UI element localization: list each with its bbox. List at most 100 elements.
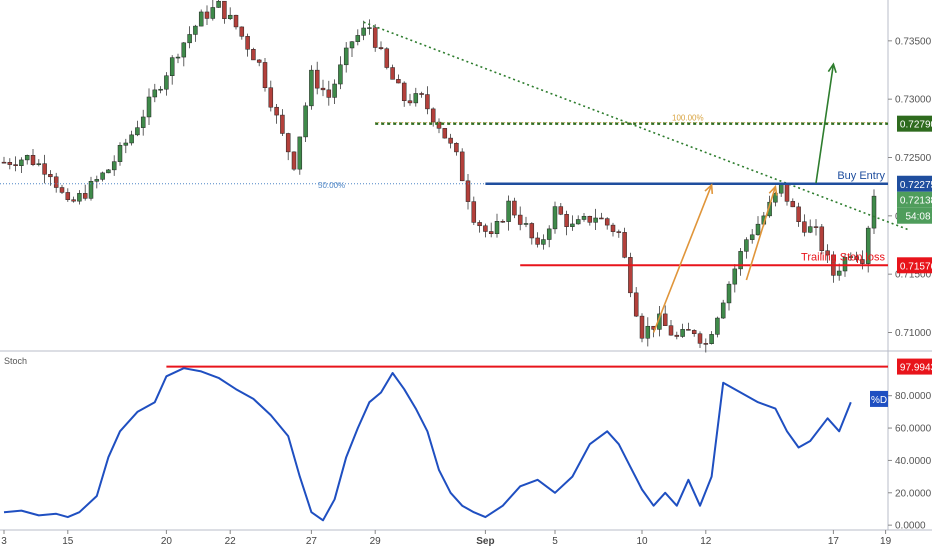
- candle-body: [506, 200, 511, 222]
- candle-body: [140, 116, 146, 128]
- projection-arrow-1: [652, 183, 714, 333]
- stoch-d-line: [3, 367, 852, 522]
- candle-body: [807, 226, 813, 233]
- time-tick-label: 10: [636, 536, 648, 547]
- candle-body: [111, 161, 117, 171]
- time-axis: 3 15 20 22 27 29 Sep 5 10 12 17 19: [1, 530, 892, 547]
- candle-body: [401, 82, 407, 101]
- candle-body: [135, 127, 140, 136]
- projection-arrow-2-shaft: [745, 186, 777, 281]
- candle-body: [546, 228, 552, 240]
- candle-body: [767, 201, 772, 217]
- stoch-legend-text: %D: [871, 395, 887, 406]
- candle-body: [65, 192, 71, 200]
- candle-body: [309, 69, 314, 107]
- candle-body: [169, 57, 175, 76]
- candle-body: [842, 257, 848, 272]
- time-tick-label: 17: [828, 536, 840, 547]
- fib-50-label: 50.00%: [318, 181, 345, 190]
- current-price-tag: 0.72138: [897, 191, 932, 208]
- time-tick-label: 12: [700, 536, 712, 547]
- stoch-legend-tag: %D: [870, 390, 888, 407]
- trailing-stop-price-tag-text: 0.71576: [900, 261, 932, 272]
- candle-body: [100, 172, 105, 180]
- candle-body: [500, 221, 506, 223]
- candle-body: [633, 292, 639, 317]
- candle-body: [825, 250, 830, 256]
- candle-body: [233, 14, 239, 28]
- candle-body: [697, 333, 703, 344]
- candle-body: [117, 145, 123, 162]
- target-arrow-shaft: [815, 64, 835, 184]
- candle-body: [790, 201, 796, 208]
- target-arrow: [815, 62, 837, 184]
- candle-body: [860, 259, 865, 264]
- candle-body: [164, 75, 169, 90]
- candle-body: [285, 133, 291, 153]
- price-y-tick-label: 0.72500: [895, 153, 932, 164]
- buy-entry-price-tag-text: 0.72275: [900, 180, 932, 191]
- trailing-stop-price-tag: 0.71576: [897, 257, 932, 274]
- candle-body: [604, 218, 610, 226]
- stoch-y-tick-label: 20.0000: [895, 488, 932, 499]
- candle-body: [871, 195, 877, 229]
- candle-body: [454, 142, 459, 153]
- time-tick-label: 15: [62, 536, 74, 547]
- candle-body: [210, 7, 216, 19]
- time-tick-label: 22: [225, 536, 237, 547]
- candle-body: [349, 41, 355, 49]
- candle-body: [477, 222, 482, 227]
- candle-body: [442, 128, 448, 139]
- candle-body: [773, 192, 778, 203]
- take-profit-price-tag-bg: [897, 115, 932, 132]
- countdown-tag-text: 54:08: [905, 212, 930, 223]
- time-tick-label: 5: [552, 536, 558, 547]
- candle-body: [36, 163, 42, 165]
- candle-body: [628, 257, 633, 294]
- candle-body: [465, 180, 471, 202]
- candles: [1, 0, 877, 353]
- candle-body: [587, 215, 593, 223]
- candle-body: [146, 96, 152, 118]
- candle-body: [106, 169, 111, 174]
- candle-body: [181, 42, 187, 58]
- price-y-tick-label: 0.73500: [895, 36, 932, 47]
- candle-body: [552, 206, 558, 230]
- candle-body: [268, 87, 274, 108]
- stoch-y-axis: 0.0000 20.0000 40.0000 60.0000 80.0000: [888, 391, 932, 532]
- projection-arrow-2-head: [768, 184, 778, 196]
- candle-body: [291, 151, 297, 170]
- candle-body: [662, 313, 668, 326]
- candle-body: [227, 14, 233, 19]
- candle-body: [158, 88, 163, 91]
- candle-body: [599, 217, 604, 220]
- projection-arrow-2: [745, 184, 778, 281]
- candle-body: [529, 223, 535, 239]
- candle-body: [123, 142, 129, 146]
- candle-body: [378, 47, 384, 49]
- candle-body: [94, 179, 100, 182]
- candle-body: [645, 325, 651, 339]
- candle-body: [314, 69, 320, 89]
- candle-body: [372, 27, 378, 48]
- candle-body: [384, 48, 390, 68]
- candle-body: [82, 193, 88, 199]
- candle-body: [680, 329, 685, 337]
- candle-body: [187, 34, 192, 44]
- candle-body: [19, 159, 24, 166]
- candle-body: [517, 214, 523, 225]
- candle-body: [755, 223, 761, 236]
- stoch-y-tick-label: 60.0000: [895, 424, 932, 435]
- candle-body: [326, 89, 332, 98]
- target-arrow-head: [827, 62, 837, 73]
- projection-arrow-1-shaft: [652, 184, 713, 333]
- candle-body: [175, 56, 181, 59]
- candle-body: [564, 214, 569, 227]
- candle-body: [222, 0, 227, 19]
- price-y-tick-label: 0.71000: [895, 328, 932, 339]
- stoch-reference-tag-bg: [897, 358, 932, 375]
- trailing-stop-label: Trailing Stop loss: [801, 251, 885, 263]
- time-tick-label: 19: [880, 536, 892, 547]
